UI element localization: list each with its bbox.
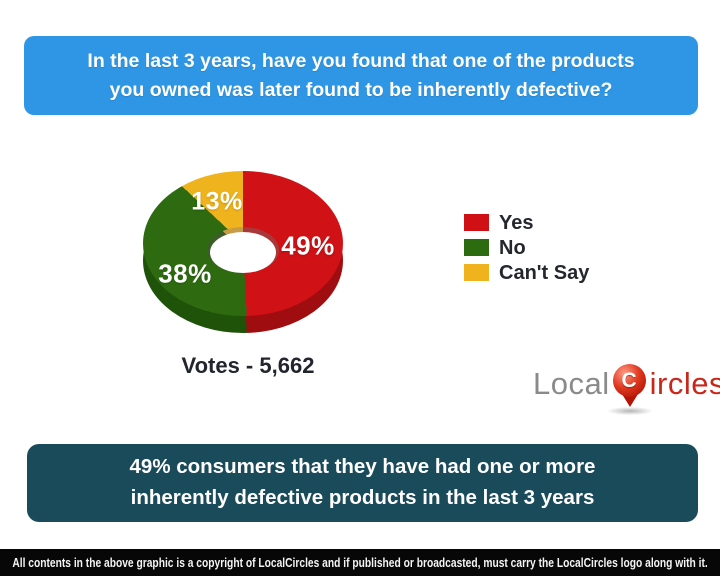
pin-shadow: [607, 407, 652, 415]
slice-label-no: 38%: [158, 258, 212, 289]
legend-row-cant-say: Can't Say: [464, 261, 590, 284]
legend-swatch-no: [464, 239, 489, 256]
votes-count: Votes - 5,662: [181, 353, 315, 378]
pin-ball: C: [612, 364, 646, 397]
location-pin-icon: C: [607, 362, 652, 418]
copyright-text: All contents in the above graphic is a c…: [12, 555, 708, 570]
legend-swatch-yes: [464, 214, 489, 231]
legend-row-yes: Yes: [464, 211, 589, 234]
logo-letter-c: C: [621, 369, 637, 392]
legend-label-cant-say: Can't Say: [499, 261, 590, 284]
legend-label-yes: Yes: [499, 211, 534, 234]
logo-text-ircles: ircles: [649, 366, 720, 401]
donut-chart: 49% 38% 13%: [143, 171, 343, 333]
pin-tail: [621, 394, 638, 407]
summary-text: 49% consumers that they have had one or …: [129, 455, 596, 509]
chart-legend: Yes No Can't Say: [464, 211, 590, 284]
donut-hole: [210, 232, 276, 273]
legend-row-no: No: [464, 236, 589, 259]
localcircles-logo: Local C ircles: [533, 362, 720, 418]
summary-banner: 49% consumers that they have had one or …: [27, 444, 698, 522]
legend-swatch-cant-say: [464, 264, 489, 281]
slice-label-cant-say: 13%: [191, 187, 243, 216]
slice-label-yes: 49%: [281, 230, 335, 261]
copyright-bar: All contents in the above graphic is a c…: [0, 549, 720, 576]
legend-label-no: No: [499, 236, 526, 259]
question-text: In the last 3 years, have you found that…: [87, 50, 635, 101]
logo-text-local: Local: [533, 366, 610, 401]
question-banner: In the last 3 years, have you found that…: [24, 36, 698, 115]
